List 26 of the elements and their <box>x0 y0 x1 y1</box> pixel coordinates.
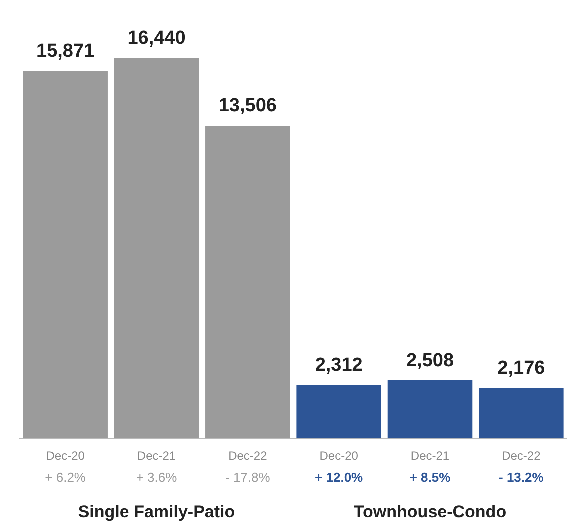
bar <box>206 126 290 439</box>
data-label: 2,312 <box>315 354 363 376</box>
x-tick-label: Dec-21 <box>137 449 176 464</box>
text: - 13.2% <box>499 470 544 486</box>
x-tick-label: Dec-21 <box>410 449 450 464</box>
bar <box>388 380 473 439</box>
x-tick-label: Dec-20 <box>320 449 359 464</box>
x-tick-label: Dec-22 <box>502 449 542 464</box>
data-label: 2,176 <box>498 358 546 379</box>
data-label: 13,506 <box>218 96 277 117</box>
x-tick-label: Dec-20 <box>46 449 86 464</box>
bar <box>296 385 382 439</box>
text: + 8.5% <box>410 470 452 486</box>
data-label: 15,871 <box>36 41 96 62</box>
data-label: 16,440 <box>128 28 186 49</box>
text: + 12.0% <box>315 470 364 486</box>
bar <box>114 58 200 439</box>
bar <box>23 71 108 439</box>
text: + 3.6% <box>136 470 178 486</box>
bar <box>479 388 564 439</box>
x-tick-label: Dec-22 <box>228 449 268 464</box>
text: + 6.2% <box>45 470 86 486</box>
text: - 17.8% <box>226 470 271 486</box>
text: Single Family-Patio <box>78 502 236 522</box>
data-label: 2,508 <box>406 350 454 372</box>
text: Townhouse-Condo <box>354 502 507 522</box>
